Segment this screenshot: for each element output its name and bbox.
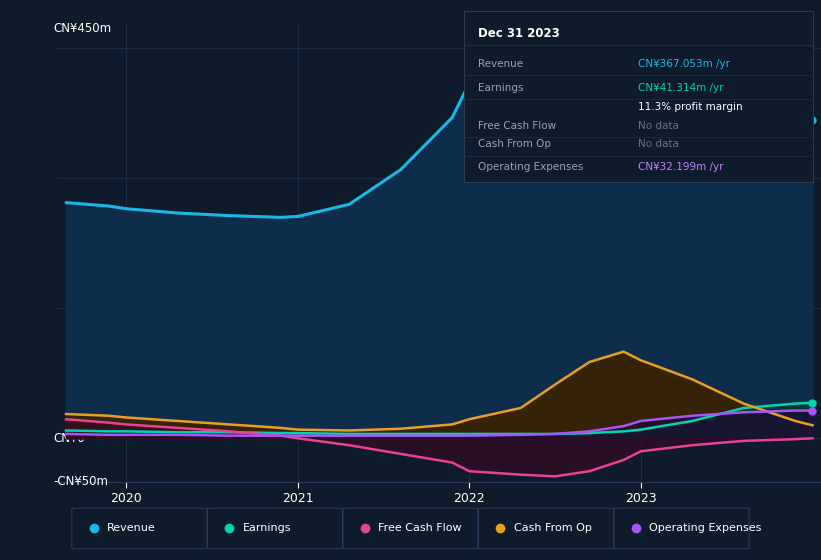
- Text: No data: No data: [639, 139, 679, 150]
- Text: Earnings: Earnings: [242, 523, 291, 533]
- Text: Free Cash Flow: Free Cash Flow: [478, 120, 556, 130]
- Text: Revenue: Revenue: [478, 59, 523, 69]
- Text: Free Cash Flow: Free Cash Flow: [378, 523, 461, 533]
- Text: CN¥0: CN¥0: [53, 432, 85, 445]
- Text: CN¥32.199m /yr: CN¥32.199m /yr: [639, 162, 724, 171]
- Text: Dec 31 2023: Dec 31 2023: [478, 26, 560, 40]
- Text: Operating Expenses: Operating Expenses: [649, 523, 761, 533]
- Text: CN¥41.314m /yr: CN¥41.314m /yr: [639, 83, 724, 93]
- Text: Cash From Op: Cash From Op: [478, 139, 551, 150]
- Text: -CN¥50m: -CN¥50m: [53, 475, 108, 488]
- Text: 11.3% profit margin: 11.3% profit margin: [639, 102, 743, 112]
- Text: No data: No data: [639, 120, 679, 130]
- Text: Revenue: Revenue: [107, 523, 156, 533]
- Text: Operating Expenses: Operating Expenses: [478, 162, 583, 171]
- Text: Cash From Op: Cash From Op: [514, 523, 591, 533]
- Text: CN¥450m: CN¥450m: [53, 22, 112, 35]
- Text: CN¥367.053m /yr: CN¥367.053m /yr: [639, 59, 731, 69]
- Text: Earnings: Earnings: [478, 83, 523, 93]
